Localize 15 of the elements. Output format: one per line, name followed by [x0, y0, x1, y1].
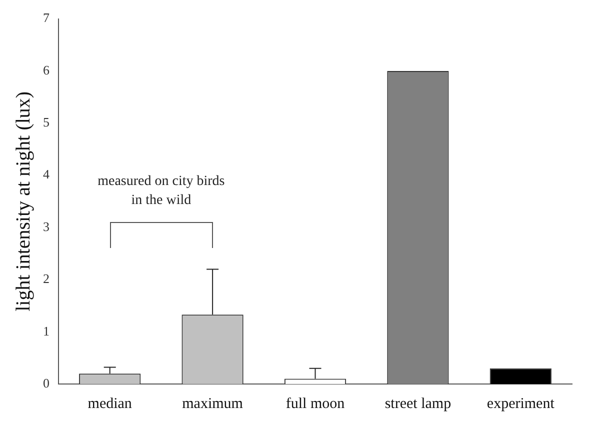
- x-tick-label: street lamp: [384, 396, 452, 412]
- x-tick-label: median: [88, 396, 132, 412]
- y-tick-label: 5: [43, 114, 50, 130]
- y-tick-label: 1: [43, 323, 50, 338]
- annotation: measured on city birds in the wild: [96, 173, 226, 210]
- x-tick-label: maximum: [182, 396, 244, 412]
- x-tick-label: experiment: [486, 396, 556, 412]
- x-tick-label: full moon: [286, 396, 346, 412]
- y-tick-label: 2: [43, 271, 50, 286]
- y-tick-label: 4: [43, 166, 50, 182]
- y-tick-label: 6: [43, 62, 50, 78]
- y-tick-label: 3: [43, 218, 50, 234]
- y-tick-label: 0: [43, 375, 50, 390]
- y-tick-label: 7: [43, 10, 50, 26]
- y-axis-title: light intensity at night (lux): [12, 91, 34, 312]
